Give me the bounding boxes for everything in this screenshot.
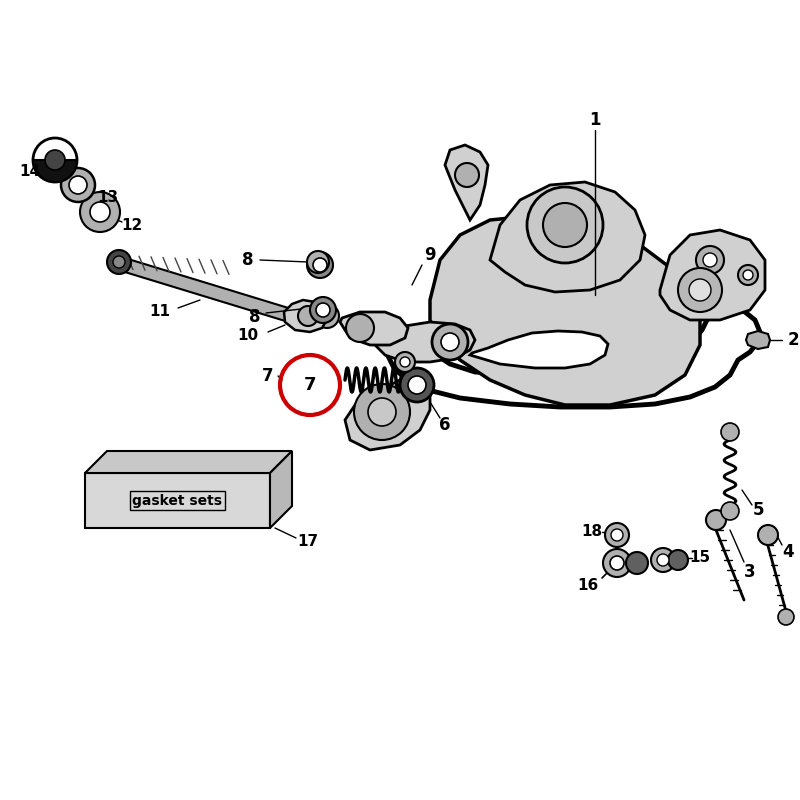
Polygon shape xyxy=(430,215,700,405)
Circle shape xyxy=(315,304,339,328)
Text: 10: 10 xyxy=(238,327,258,342)
Circle shape xyxy=(313,258,327,272)
Polygon shape xyxy=(660,230,765,320)
Circle shape xyxy=(316,303,330,317)
Circle shape xyxy=(346,314,374,342)
Text: 11: 11 xyxy=(150,305,170,319)
Text: 1: 1 xyxy=(590,111,601,129)
Circle shape xyxy=(678,268,722,312)
Circle shape xyxy=(455,163,479,187)
Text: 13: 13 xyxy=(98,190,118,206)
Circle shape xyxy=(611,529,623,541)
Circle shape xyxy=(651,548,675,572)
Text: 8: 8 xyxy=(250,308,261,326)
Text: 9: 9 xyxy=(424,246,436,264)
Text: 4: 4 xyxy=(782,543,794,561)
Text: 16: 16 xyxy=(578,578,598,593)
Circle shape xyxy=(689,279,711,301)
Text: 3: 3 xyxy=(744,563,756,581)
Text: gasket sets: gasket sets xyxy=(133,494,222,507)
Polygon shape xyxy=(85,473,270,528)
Circle shape xyxy=(706,510,726,530)
Circle shape xyxy=(354,384,410,440)
Circle shape xyxy=(400,357,410,367)
Circle shape xyxy=(738,265,758,285)
Polygon shape xyxy=(284,300,328,332)
Text: 14: 14 xyxy=(19,165,41,179)
Circle shape xyxy=(408,376,426,394)
Polygon shape xyxy=(445,145,488,220)
Text: 12: 12 xyxy=(122,218,142,233)
Circle shape xyxy=(668,550,688,570)
Circle shape xyxy=(626,552,648,574)
Circle shape xyxy=(703,253,717,267)
Polygon shape xyxy=(746,331,770,349)
Text: 6: 6 xyxy=(439,416,450,434)
Circle shape xyxy=(778,609,794,625)
Circle shape xyxy=(527,187,603,263)
Circle shape xyxy=(61,168,95,202)
Circle shape xyxy=(80,192,120,232)
Circle shape xyxy=(307,252,333,278)
Circle shape xyxy=(33,138,77,182)
Circle shape xyxy=(605,523,629,547)
Circle shape xyxy=(758,525,778,545)
Circle shape xyxy=(603,549,631,577)
Text: 7: 7 xyxy=(262,367,274,385)
Circle shape xyxy=(543,203,587,247)
Text: 2: 2 xyxy=(787,331,799,349)
Circle shape xyxy=(90,202,110,222)
Polygon shape xyxy=(490,182,645,292)
Circle shape xyxy=(743,270,753,280)
Circle shape xyxy=(69,176,87,194)
Circle shape xyxy=(298,306,318,326)
Circle shape xyxy=(610,556,624,570)
Circle shape xyxy=(441,333,459,351)
Circle shape xyxy=(400,368,434,402)
Polygon shape xyxy=(85,451,292,473)
Text: 8: 8 xyxy=(242,251,254,269)
Text: 7: 7 xyxy=(304,376,316,394)
Circle shape xyxy=(307,251,329,273)
Text: 5: 5 xyxy=(752,501,764,519)
Circle shape xyxy=(696,246,724,274)
Circle shape xyxy=(368,398,396,426)
Circle shape xyxy=(657,554,669,566)
Circle shape xyxy=(432,324,468,360)
Polygon shape xyxy=(470,331,608,368)
Polygon shape xyxy=(115,255,295,324)
Text: 18: 18 xyxy=(582,525,602,539)
Text: 15: 15 xyxy=(690,550,710,566)
Text: 17: 17 xyxy=(298,534,318,550)
Polygon shape xyxy=(345,370,430,450)
Circle shape xyxy=(113,256,125,268)
Wedge shape xyxy=(33,160,77,182)
Circle shape xyxy=(721,502,739,520)
Polygon shape xyxy=(370,322,475,362)
Circle shape xyxy=(321,310,333,322)
Circle shape xyxy=(721,423,739,441)
Polygon shape xyxy=(340,312,408,345)
Circle shape xyxy=(395,352,415,372)
Circle shape xyxy=(107,250,131,274)
Polygon shape xyxy=(270,451,292,528)
Circle shape xyxy=(45,150,65,170)
Circle shape xyxy=(310,297,336,323)
